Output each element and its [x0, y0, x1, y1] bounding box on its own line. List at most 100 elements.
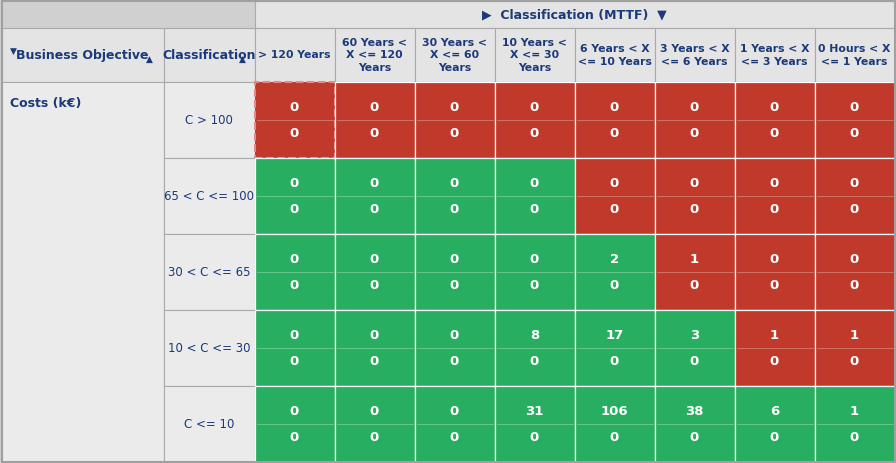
Text: 0: 0	[770, 430, 780, 443]
Text: 0: 0	[610, 101, 619, 114]
Text: 0: 0	[530, 430, 539, 443]
Text: 0: 0	[610, 177, 619, 190]
Bar	[163, 158, 254, 234]
Bar	[254, 310, 334, 386]
Text: 0: 0	[290, 328, 299, 341]
Text: 0: 0	[610, 202, 619, 215]
Text: 10 < C <= 30: 10 < C <= 30	[168, 341, 250, 354]
Text: 0: 0	[770, 177, 780, 190]
Text: 10 Years <
X <= 30
Years: 10 Years < X <= 30 Years	[502, 38, 567, 73]
Bar	[415, 310, 495, 386]
Bar	[574, 28, 654, 82]
Text: 0: 0	[850, 202, 859, 215]
Bar	[495, 158, 574, 234]
Text: 0 Hours < X
<= 1 Years: 0 Hours < X <= 1 Years	[818, 44, 891, 67]
Bar	[495, 82, 574, 158]
Bar	[334, 28, 415, 82]
Text: 17: 17	[606, 328, 624, 341]
Text: 0: 0	[530, 202, 539, 215]
Text: 30 < C <= 65: 30 < C <= 65	[168, 265, 250, 278]
Bar	[574, 310, 654, 386]
Text: 0: 0	[290, 404, 299, 417]
Text: Classification: Classification	[162, 49, 255, 62]
Text: 0: 0	[450, 127, 459, 140]
Bar	[814, 386, 894, 462]
Text: 0: 0	[370, 430, 379, 443]
Text: 0: 0	[290, 278, 299, 291]
Text: 6: 6	[770, 404, 780, 417]
Text: 0: 0	[290, 202, 299, 215]
Text: C > 100: C > 100	[185, 114, 233, 127]
Text: 0: 0	[450, 328, 459, 341]
Bar	[735, 28, 814, 82]
Bar	[574, 234, 654, 310]
Bar	[495, 310, 574, 386]
Bar	[334, 386, 415, 462]
Text: 0: 0	[450, 101, 459, 114]
Text: 0: 0	[850, 252, 859, 265]
Text: 0: 0	[450, 177, 459, 190]
Text: 0: 0	[770, 278, 780, 291]
Text: ▲: ▲	[239, 55, 246, 64]
Text: 0: 0	[370, 328, 379, 341]
Text: 1: 1	[770, 328, 779, 341]
Text: 0: 0	[530, 354, 539, 367]
Text: 0: 0	[770, 101, 780, 114]
Text: 1: 1	[690, 252, 699, 265]
Text: 1: 1	[850, 404, 859, 417]
Bar	[735, 386, 814, 462]
Text: 0: 0	[850, 430, 859, 443]
Text: 6 Years < X
<= 10 Years: 6 Years < X <= 10 Years	[578, 44, 651, 67]
Text: 0: 0	[370, 101, 379, 114]
Bar	[654, 158, 735, 234]
Text: 0: 0	[290, 252, 299, 265]
Text: ▲: ▲	[146, 55, 153, 64]
Text: 0: 0	[370, 177, 379, 190]
Bar	[254, 234, 334, 310]
Bar	[574, 82, 654, 158]
Text: 0: 0	[450, 278, 459, 291]
Text: 0: 0	[370, 354, 379, 367]
Bar	[163, 28, 254, 82]
Bar	[2, 82, 163, 462]
Text: 0: 0	[690, 177, 699, 190]
Text: 0: 0	[450, 430, 459, 443]
Text: Costs (k€): Costs (k€)	[10, 96, 81, 109]
Bar	[814, 28, 894, 82]
Bar	[2, 1, 254, 28]
Text: 0: 0	[290, 127, 299, 140]
Bar	[654, 234, 735, 310]
Text: 60 Years <
X <= 120
Years: 60 Years < X <= 120 Years	[342, 38, 407, 73]
Text: 3: 3	[690, 328, 699, 341]
Text: 8: 8	[530, 328, 539, 341]
Bar	[163, 234, 254, 310]
Bar	[735, 310, 814, 386]
Bar	[2, 28, 163, 82]
Text: 0: 0	[290, 177, 299, 190]
Text: 31: 31	[525, 404, 544, 417]
Text: 2: 2	[610, 252, 619, 265]
Bar	[415, 28, 495, 82]
Text: 0: 0	[770, 354, 780, 367]
Text: 0: 0	[450, 404, 459, 417]
Bar	[654, 28, 735, 82]
Bar	[495, 386, 574, 462]
Text: 0: 0	[770, 127, 780, 140]
Bar	[735, 234, 814, 310]
Bar	[814, 310, 894, 386]
Bar	[654, 386, 735, 462]
Text: 0: 0	[370, 404, 379, 417]
Text: 0: 0	[370, 252, 379, 265]
Text: 0: 0	[530, 127, 539, 140]
Text: > 120 Years: > 120 Years	[258, 50, 331, 60]
Text: 0: 0	[770, 252, 780, 265]
Bar	[254, 1, 894, 28]
Bar	[163, 386, 254, 462]
Text: 0: 0	[690, 354, 699, 367]
Text: 106: 106	[600, 404, 628, 417]
Bar	[574, 158, 654, 234]
Bar	[735, 158, 814, 234]
Bar	[654, 310, 735, 386]
Bar	[814, 82, 894, 158]
Text: 0: 0	[850, 127, 859, 140]
